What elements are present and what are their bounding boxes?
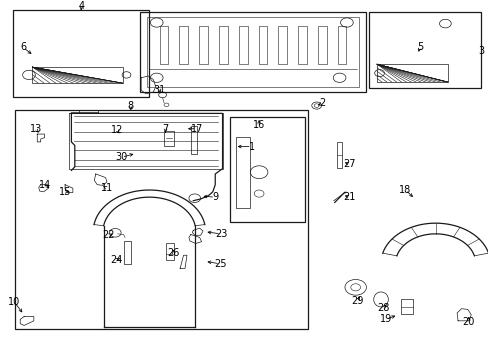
Bar [235, 136, 250, 208]
Bar [219, 26, 227, 63]
Bar [337, 26, 346, 63]
Bar [123, 240, 131, 264]
Text: 10: 10 [8, 297, 20, 307]
Bar [258, 26, 267, 63]
Bar [317, 26, 326, 63]
Text: 5: 5 [416, 42, 422, 53]
Text: 22: 22 [102, 230, 115, 240]
Bar [179, 26, 188, 63]
Text: 1: 1 [248, 141, 254, 152]
Text: 29: 29 [351, 296, 363, 306]
Text: 31: 31 [153, 85, 165, 95]
Text: 21: 21 [343, 192, 355, 202]
Text: 13: 13 [30, 125, 42, 134]
Bar [140, 12, 366, 92]
Bar [229, 117, 305, 222]
Bar [15, 110, 307, 329]
Bar [69, 113, 222, 168]
Text: 6: 6 [20, 42, 26, 53]
Bar [376, 64, 447, 82]
Bar [336, 142, 341, 167]
Bar [13, 10, 149, 97]
Bar [165, 243, 174, 260]
Text: 23: 23 [214, 229, 227, 239]
Text: 16: 16 [252, 120, 264, 130]
Text: 19: 19 [379, 314, 391, 324]
Bar [278, 26, 286, 63]
Text: 7: 7 [162, 125, 168, 134]
Text: 12: 12 [110, 125, 122, 135]
Text: 14: 14 [40, 180, 52, 190]
Text: 8: 8 [127, 101, 134, 111]
Bar [32, 67, 122, 83]
Text: 18: 18 [399, 185, 411, 195]
Text: 15: 15 [59, 187, 71, 197]
Bar [298, 26, 306, 63]
Text: 9: 9 [212, 192, 218, 202]
Text: 11: 11 [101, 183, 113, 193]
Text: 27: 27 [343, 159, 355, 169]
Text: 24: 24 [110, 255, 122, 265]
Text: 17: 17 [190, 124, 203, 134]
Bar [159, 26, 168, 63]
Bar [190, 126, 196, 154]
Text: 26: 26 [167, 248, 180, 258]
Text: 25: 25 [213, 259, 226, 269]
Bar [163, 131, 173, 146]
Text: 2: 2 [319, 98, 325, 108]
Bar [147, 17, 358, 87]
Text: 4: 4 [78, 1, 84, 12]
Text: 30: 30 [115, 152, 127, 162]
Text: 3: 3 [477, 46, 483, 56]
Bar [368, 12, 480, 89]
Text: 28: 28 [377, 303, 389, 312]
Bar [400, 300, 412, 314]
Text: 20: 20 [462, 316, 474, 327]
Bar [238, 26, 247, 63]
Bar [199, 26, 207, 63]
